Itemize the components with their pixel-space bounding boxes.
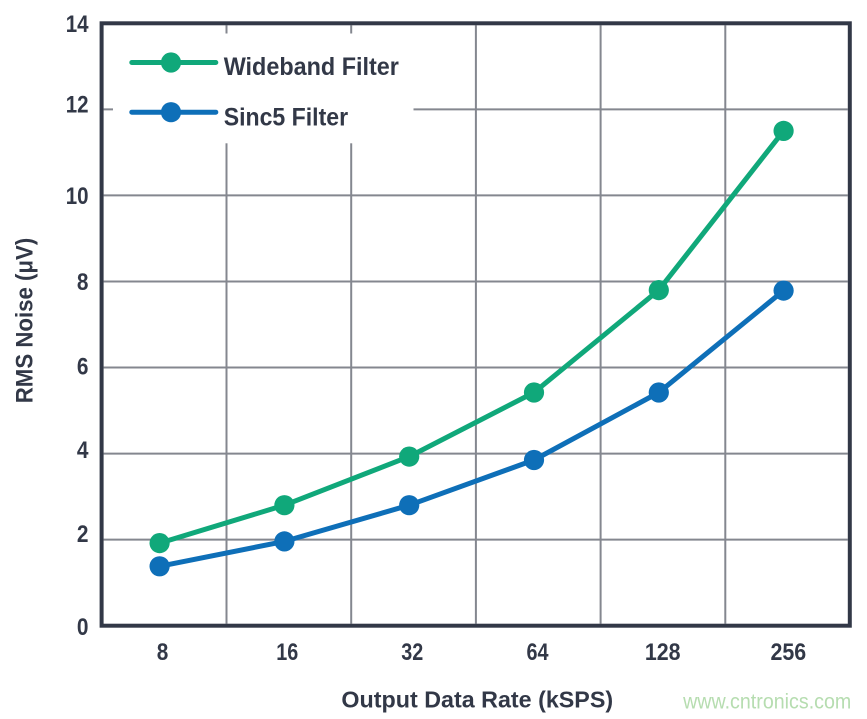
svg-text:0: 0: [77, 614, 89, 641]
svg-text:32: 32: [401, 639, 423, 666]
svg-text:Sinc5 Filter: Sinc5 Filter: [224, 103, 349, 131]
svg-text:6: 6: [77, 353, 89, 380]
svg-text:www.cntronics.com: www.cntronics.com: [682, 691, 851, 714]
svg-text:8: 8: [77, 269, 89, 296]
svg-text:4: 4: [77, 437, 89, 464]
svg-text:64: 64: [527, 639, 550, 666]
svg-text:10: 10: [66, 183, 89, 210]
svg-text:12: 12: [66, 92, 89, 119]
svg-text:Output Data Rate (kSPS): Output Data Rate (kSPS): [341, 687, 613, 713]
svg-text:128: 128: [645, 639, 681, 666]
svg-text:256: 256: [770, 639, 806, 666]
svg-text:8: 8: [157, 639, 169, 666]
svg-text:RMS Noise (μV): RMS Noise (μV): [11, 238, 38, 404]
svg-text:14: 14: [66, 11, 89, 38]
svg-text:2: 2: [77, 521, 89, 548]
svg-text:Wideband Filter: Wideband Filter: [224, 53, 399, 81]
svg-text:16: 16: [276, 639, 298, 666]
